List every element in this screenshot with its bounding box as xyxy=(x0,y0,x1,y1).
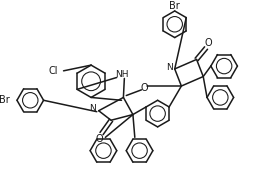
Text: O: O xyxy=(96,134,103,144)
Text: O: O xyxy=(140,83,148,93)
Text: N: N xyxy=(90,104,96,113)
Text: Br: Br xyxy=(169,1,180,11)
Text: Br: Br xyxy=(0,95,9,105)
Text: Cl: Cl xyxy=(48,66,58,76)
Text: NH: NH xyxy=(115,70,128,79)
Text: O: O xyxy=(204,38,212,48)
Text: N: N xyxy=(166,63,173,72)
